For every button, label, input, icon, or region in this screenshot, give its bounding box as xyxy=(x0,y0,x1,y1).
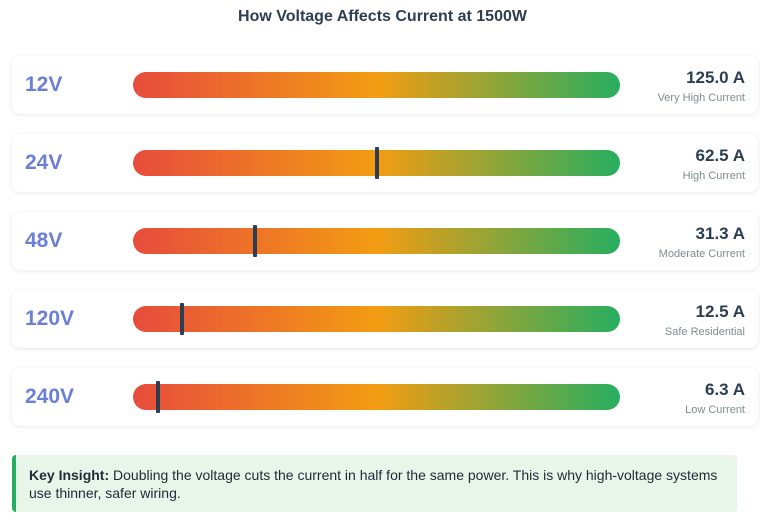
current-value: 31.3 A xyxy=(695,224,745,243)
chart-title: How Voltage Affects Current at 1500W xyxy=(238,8,527,25)
voltage-label: 120V xyxy=(25,307,75,330)
voltage-row: 240V 6.3 A Low Current xyxy=(12,368,758,426)
current-gradient-bar xyxy=(133,225,620,257)
current-gradient-bar xyxy=(133,303,620,335)
voltage-row: 24V 62.5 A High Current xyxy=(12,134,758,192)
voltage-label: 48V xyxy=(25,229,63,252)
current-level-marker xyxy=(252,225,257,257)
voltage-row: 120V 12.5 A Safe Residential xyxy=(12,290,758,348)
current-gradient-bar xyxy=(133,381,620,413)
voltage-row: 48V 31.3 A Moderate Current xyxy=(12,212,758,270)
current-level-marker xyxy=(155,381,160,413)
voltage-label: 240V xyxy=(25,385,75,408)
voltage-rows: 12V 125.0 A Very High Current 24V 62.5 A High… xyxy=(12,56,758,426)
key-insight-box: Key Insight: Doubling the voltage cuts t… xyxy=(12,455,737,512)
current-level-marker xyxy=(374,147,379,179)
current-description: Low Current xyxy=(685,404,745,416)
current-description: Moderate Current xyxy=(658,248,745,260)
current-gradient-bar xyxy=(133,147,620,179)
current-description: Safe Residential xyxy=(664,326,745,338)
current-value: 12.5 A xyxy=(695,302,745,321)
key-insight-text: Doubling the voltage cuts the current in… xyxy=(29,467,718,501)
current-description: High Current xyxy=(682,170,745,182)
current-level-marker xyxy=(179,303,184,335)
current-value: 125.0 A xyxy=(686,68,745,87)
key-insight-label: Key Insight: xyxy=(29,467,110,483)
current-value: 6.3 A xyxy=(704,380,745,399)
current-description: Very High Current xyxy=(657,92,745,104)
voltage-row: 12V 125.0 A Very High Current xyxy=(12,56,758,114)
current-gradient-bar xyxy=(133,72,620,98)
current-value: 62.5 A xyxy=(695,146,745,165)
voltage-label: 12V xyxy=(25,73,63,96)
voltage-label: 24V xyxy=(25,151,63,174)
